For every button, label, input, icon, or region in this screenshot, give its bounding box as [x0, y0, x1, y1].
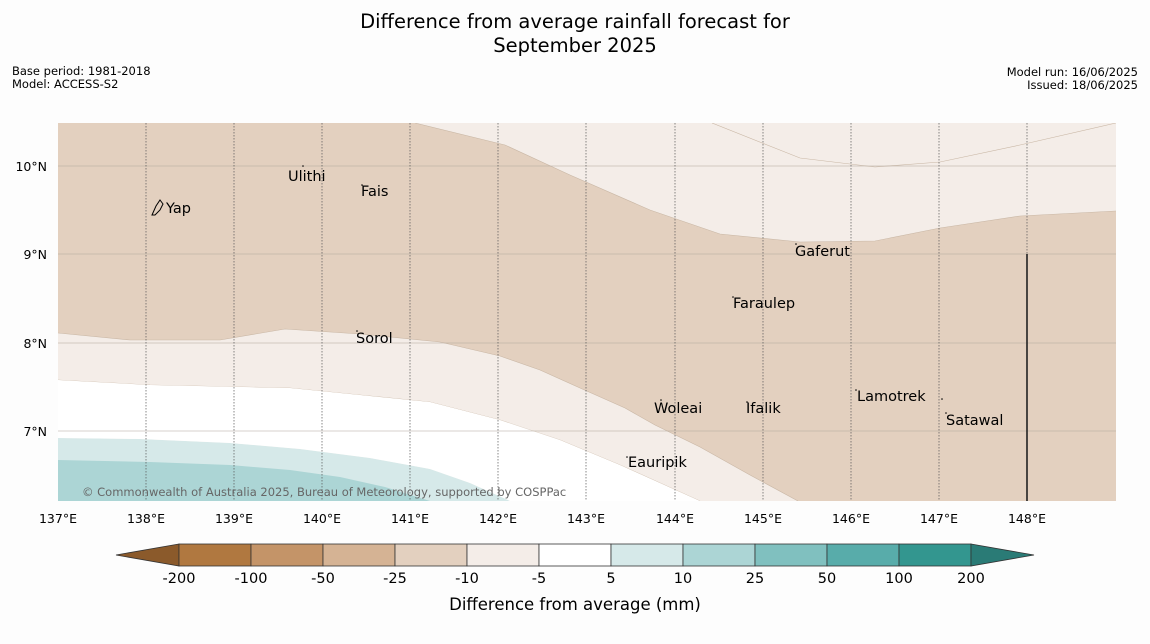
colorbar-swatch: [898, 543, 972, 567]
contour-lines: [58, 123, 1116, 501]
place-label-gaferut: Gaferut: [795, 244, 850, 260]
latitude-tick-labels: 10°N 9°N 8°N 7°N: [15, 159, 47, 439]
yap-island-outline: [151, 199, 164, 216]
place-label-faraulep: Faraulep: [733, 296, 795, 312]
meta-left: Base period: 1981-2018 Model: ACCESS-S2: [12, 65, 151, 91]
colorbar-swatch: [394, 543, 468, 567]
lat-tick-10n: 10°N: [15, 159, 47, 174]
colorbar-swatch: [466, 543, 540, 567]
colorbar-label-minus200: -200: [163, 571, 196, 587]
band-10-to-25: [58, 460, 430, 501]
model-name: Model: ACCESS-S2: [12, 77, 119, 91]
lon-tick-140: 140°E: [303, 511, 341, 526]
longitude-tick-labels: 137°E 138°E 139°E 140°E 141°E 142°E 143°…: [39, 511, 1046, 526]
lon-tick-139: 139°E: [215, 511, 253, 526]
colorbar-swatch: [322, 543, 396, 567]
island-dots: [302, 165, 947, 458]
title-line-1: Difference from average rainfall forecas…: [360, 10, 790, 33]
lon-tick-144: 144°E: [656, 511, 694, 526]
lat-tick-7n: 7°N: [23, 424, 47, 439]
colorbar-label-10: 10: [674, 571, 692, 587]
longitude-gridlines: [145, 123, 1028, 501]
colorbar-swatch: [610, 543, 684, 567]
lon-tick-138: 138°E: [127, 511, 165, 526]
place-label-eauripik: Eauripik: [628, 455, 687, 471]
place-label-ulithi: Ulithi: [288, 169, 326, 185]
colorbar-extend-high: [970, 543, 1035, 567]
place-label-yap: Yap: [165, 201, 191, 217]
colorbar: -200 -100 -50 -25 -10 -5 5 10 25 50 100 …: [115, 543, 1035, 614]
colorbar-extend-low: [115, 543, 180, 567]
colorbar-label-minus5: -5: [532, 571, 546, 587]
band-minus25-to-minus10: [58, 123, 1116, 501]
colorbar-label-minus50: -50: [311, 571, 335, 587]
map-title: Difference from average rainfall forecas…: [0, 10, 1150, 58]
colorbar-label-minus100: -100: [235, 571, 268, 587]
place-label-woleai: Woleai: [654, 401, 702, 417]
lat-tick-9n: 9°N: [23, 247, 47, 262]
colorbar-swatch: [178, 543, 252, 567]
place-labels: Yap Ulithi Fais Sorol Gaferut Faraulep W…: [165, 169, 1003, 471]
colorbar-tick-labels: -200 -100 -50 -25 -10 -5 5 10 25 50 100 …: [163, 571, 985, 587]
lon-tick-146: 146°E: [832, 511, 870, 526]
colorbar-swatch: [250, 543, 324, 567]
colorbar-swatch: [682, 543, 756, 567]
place-label-lamotrek: Lamotrek: [857, 389, 926, 405]
place-label-ifalik: Ifalik: [746, 401, 781, 417]
lon-tick-147: 147°E: [920, 511, 958, 526]
colorbar-label-5: 5: [606, 571, 615, 587]
title-line-2: September 2025: [493, 34, 657, 57]
lon-tick-137: 137°E: [39, 511, 77, 526]
issued-date: Issued: 18/06/2025: [1027, 78, 1138, 92]
colorbar-label-minus10: -10: [455, 571, 479, 587]
colorbar-title: Difference from average (mm): [449, 595, 701, 614]
colorbar-label-100: 100: [885, 571, 913, 587]
band-minus5-to-5: [58, 380, 700, 501]
lon-tick-148: 148°E: [1008, 511, 1046, 526]
map-area: Yap Ulithi Fais Sorol Gaferut Faraulep W…: [58, 123, 1116, 501]
base-period: Base period: 1981-2018: [12, 64, 151, 78]
lon-tick-143: 143°E: [567, 511, 605, 526]
meta-right: Model run: 16/06/2025 Issued: 18/06/2025: [1007, 66, 1138, 92]
colorbar-swatches: [115, 543, 1035, 567]
lon-tick-145: 145°E: [744, 511, 782, 526]
colorbar-label-minus25: -25: [383, 571, 407, 587]
lat-tick-8n: 8°N: [23, 336, 47, 351]
lon-tick-142: 142°E: [479, 511, 517, 526]
colorbar-swatch: [538, 543, 612, 567]
colorbar-label-50: 50: [818, 571, 836, 587]
place-label-fais: Fais: [361, 184, 388, 200]
model-run: Model run: 16/06/2025: [1006, 65, 1138, 79]
place-label-sorol: Sorol: [356, 331, 393, 347]
copyright-notice: © Commonwealth of Australia 2025, Bureau…: [82, 485, 566, 499]
colorbar-swatch: [754, 543, 828, 567]
colorbar-label-25: 25: [746, 571, 764, 587]
place-label-satawal: Satawal: [946, 413, 1003, 429]
colorbar-label-200: 200: [957, 571, 985, 587]
colorbar-swatch: [826, 543, 900, 567]
lon-tick-141: 141°E: [391, 511, 429, 526]
